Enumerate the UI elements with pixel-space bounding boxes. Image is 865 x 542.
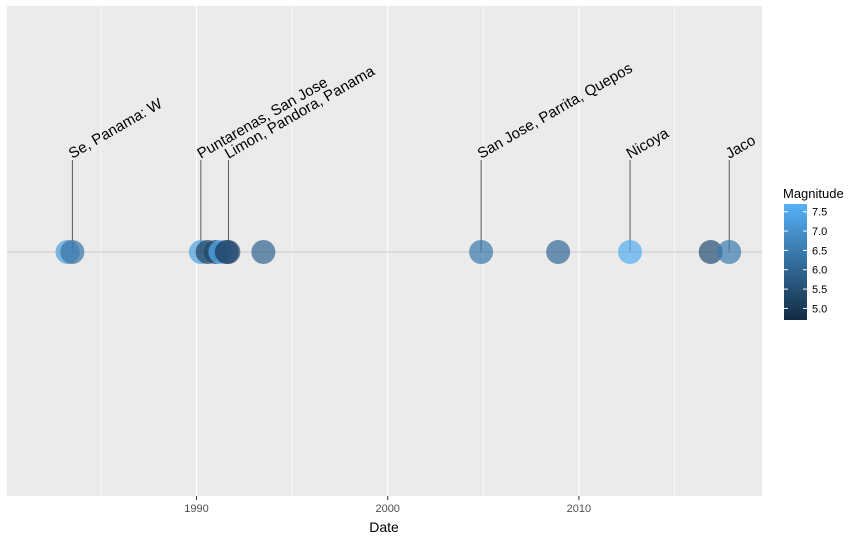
label-segments [71, 160, 730, 252]
magnitude-legend: Magnitude 5.0 5.5 6.0 6.5 7.0 7.5 [783, 186, 844, 320]
legend-tick-label: 6.0 [812, 265, 827, 277]
legend-colorbar [784, 204, 807, 320]
plot-panel [7, 6, 762, 496]
x-tick-label: 2000 [375, 503, 399, 515]
legend-tick-label: 7.0 [812, 226, 827, 238]
legend-tick-label: 6.5 [812, 245, 827, 257]
data-point [698, 240, 723, 264]
data-point [717, 240, 742, 264]
data-point [60, 240, 85, 264]
data-point [469, 240, 494, 264]
x-axis-title: Date [369, 519, 399, 535]
data-point [618, 240, 643, 264]
legend-tick-label: 5.5 [812, 284, 827, 296]
legend-title: Magnitude [783, 186, 844, 201]
legend-tick-label: 7.5 [812, 207, 827, 219]
x-axis: 1990 2000 2010 [184, 496, 591, 515]
x-tick-label: 2010 [567, 503, 591, 515]
legend-tick-label: 5.0 [812, 303, 827, 315]
data-point [546, 240, 571, 264]
x-tick-label: 1990 [184, 503, 208, 515]
data-points [55, 240, 742, 264]
data-point [251, 240, 276, 264]
data-point [216, 240, 241, 264]
